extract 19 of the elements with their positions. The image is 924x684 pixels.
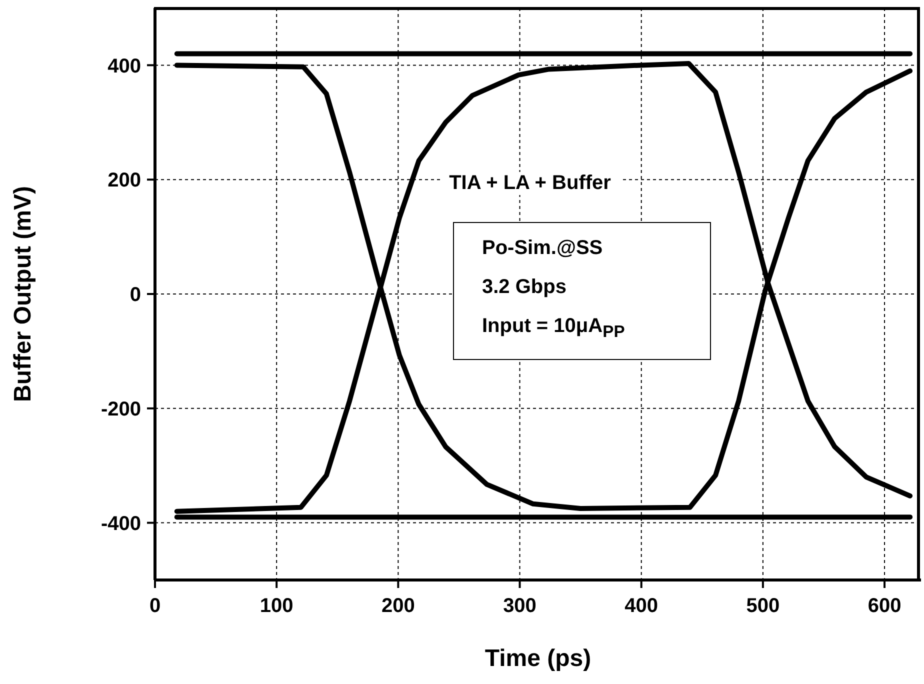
x-tick-label: 500	[746, 595, 780, 618]
annotation: TIA + LA + Buffer	[449, 172, 611, 194]
x-tick-label: 300	[503, 595, 536, 618]
y-tick-label: 400	[108, 55, 141, 78]
x-tick-label: 100	[260, 595, 294, 618]
x-tick-label: 600	[868, 595, 902, 618]
x-tick-label: 0	[149, 595, 161, 618]
annotation: Input = 10μA$_{PP}$	[482, 315, 625, 341]
annotation: 3.2 Gbps	[482, 276, 566, 298]
annotation: Po-Sim.@SS	[482, 237, 603, 259]
y-tick-label: 0	[130, 284, 141, 306]
y-axis-title: Buffer Output (mV)	[10, 186, 37, 402]
x-axis-title: Time (ps)	[484, 645, 592, 672]
y-tick-label: 200	[108, 170, 141, 192]
y-tick-label: -400	[100, 512, 141, 535]
x-tick-label: 200	[381, 595, 415, 618]
y-tick-label: -200	[100, 398, 141, 420]
x-tick-label: 400	[624, 595, 658, 618]
note-box: Po-Sim.@SS 3.2 Gbps Input = 10μA$_{PP}$	[453, 222, 711, 360]
